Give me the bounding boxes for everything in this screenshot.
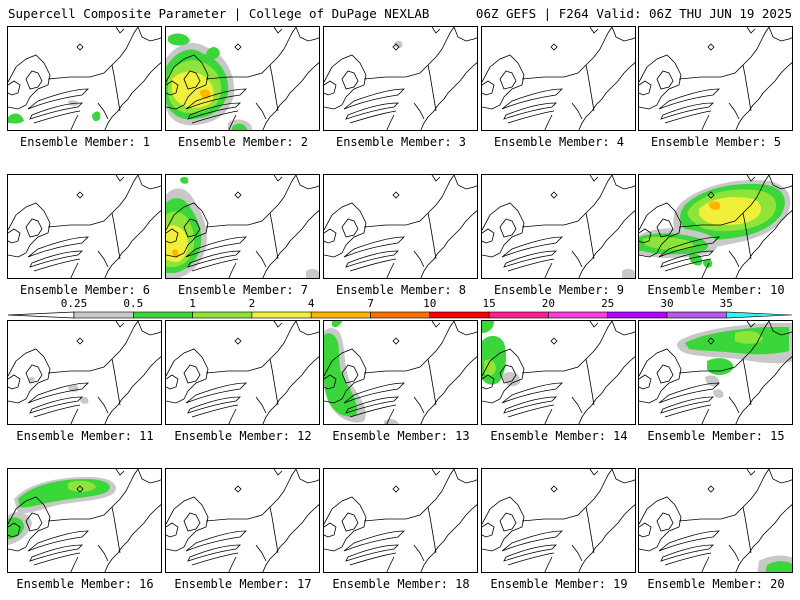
member-label-10: Ensemble Member: 10 xyxy=(647,283,785,297)
member-label-15: Ensemble Member: 15 xyxy=(647,429,785,443)
member-label-5: Ensemble Member: 5 xyxy=(650,135,782,149)
member-label-4: Ensemble Member: 4 xyxy=(493,135,625,149)
colorbar-bin-4 xyxy=(310,311,371,319)
member-label-3: Ensemble Member: 3 xyxy=(335,135,467,149)
colorbar-label-10: 30 xyxy=(660,297,674,310)
member-label-14: Ensemble Member: 14 xyxy=(490,429,628,443)
member-label-19: Ensemble Member: 19 xyxy=(490,577,628,591)
colorbar-bin-2 xyxy=(192,311,253,319)
member-label-20: Ensemble Member: 20 xyxy=(647,577,785,591)
member-label-6: Ensemble Member: 6 xyxy=(19,283,151,297)
member-map-20 xyxy=(638,468,793,573)
member-label-2: Ensemble Member: 2 xyxy=(177,135,309,149)
member-map-5 xyxy=(638,26,793,131)
member-map-14 xyxy=(481,320,636,425)
member-label-12: Ensemble Member: 12 xyxy=(174,429,312,443)
member-label-1: Ensemble Member: 1 xyxy=(19,135,151,149)
colorbar-bin-10 xyxy=(666,311,727,319)
member-label-9: Ensemble Member: 9 xyxy=(493,283,625,297)
member-label-8: Ensemble Member: 8 xyxy=(335,283,467,297)
colorbar-left-arrow xyxy=(7,311,75,319)
member-label-13: Ensemble Member: 13 xyxy=(332,429,470,443)
member-label-7: Ensemble Member: 7 xyxy=(177,283,309,297)
member-map-19 xyxy=(481,468,636,573)
colorbar-bin-3 xyxy=(251,311,312,319)
member-label-16: Ensemble Member: 16 xyxy=(16,577,154,591)
colorbar-label-0: 0.25 xyxy=(60,297,88,310)
colorbar-bin-7 xyxy=(488,311,549,319)
member-map-11 xyxy=(7,320,162,425)
colorbar-bin-5 xyxy=(370,311,431,319)
colorbar-label-5: 7 xyxy=(367,297,374,310)
colorbar-right-arrow xyxy=(725,311,793,319)
colorbar-bin-8 xyxy=(548,311,609,319)
member-map-18 xyxy=(323,468,478,573)
member-map-16 xyxy=(7,468,162,573)
member-map-3 xyxy=(323,26,478,131)
member-map-6 xyxy=(7,174,162,279)
member-map-2 xyxy=(165,26,320,131)
member-map-7 xyxy=(165,174,320,279)
member-map-12 xyxy=(165,320,320,425)
colorbar-bin-0 xyxy=(73,311,134,319)
colorbar-label-9: 25 xyxy=(601,297,615,310)
valid-time: 06Z GEFS | F264 Valid: 06Z THU JUN 19 20… xyxy=(475,6,792,21)
colorbar-label-2: 1 xyxy=(189,297,196,310)
colorbar-bin-9 xyxy=(607,311,668,319)
colorbar-label-1: 0.5 xyxy=(123,297,144,310)
member-label-11: Ensemble Member: 11 xyxy=(16,429,154,443)
member-map-8 xyxy=(323,174,478,279)
member-map-17 xyxy=(165,468,320,573)
member-map-15 xyxy=(638,320,793,425)
member-map-13 xyxy=(323,320,478,425)
colorbar-label-8: 20 xyxy=(541,297,556,310)
colorbar-label-7: 15 xyxy=(482,297,496,310)
colorbar-bin-6 xyxy=(429,311,490,319)
member-map-1 xyxy=(7,26,162,131)
colorbar-label-6: 10 xyxy=(423,297,437,310)
chart-title: Supercell Composite Parameter | College … xyxy=(8,6,430,21)
member-map-10 xyxy=(638,174,793,279)
member-map-9 xyxy=(481,174,636,279)
colorbar-bin-1 xyxy=(133,311,193,319)
colorbar-label-4: 4 xyxy=(307,297,315,310)
colorbar-label-11: 35 xyxy=(719,297,733,310)
member-label-18: Ensemble Member: 18 xyxy=(332,577,470,591)
colorbar-label-3: 2 xyxy=(248,297,256,310)
colorbar xyxy=(7,311,793,319)
member-map-4 xyxy=(481,26,636,131)
member-label-17: Ensemble Member: 17 xyxy=(174,577,312,591)
